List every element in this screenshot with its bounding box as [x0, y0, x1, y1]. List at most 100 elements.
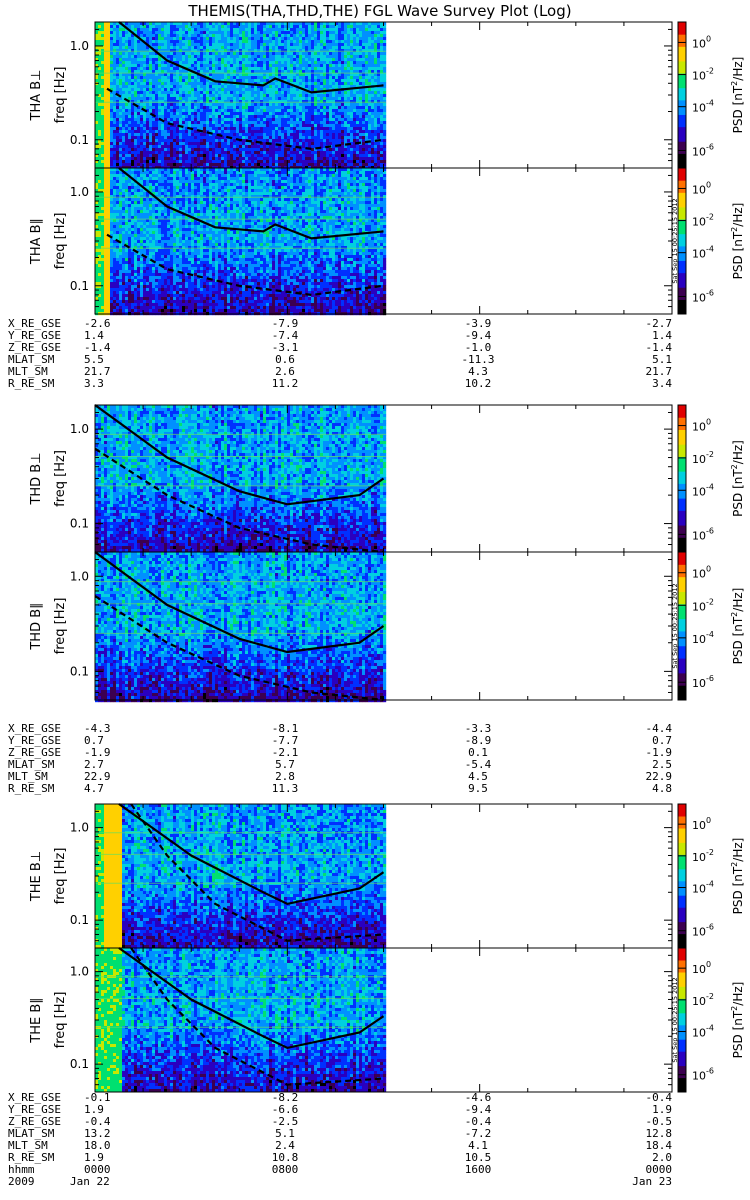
spectrogram-cell [200, 34, 204, 38]
spectrogram-cell [359, 37, 363, 41]
spectrogram-cell [326, 94, 330, 98]
spectrogram-cell [149, 52, 153, 56]
spectrogram-cell [182, 31, 186, 35]
spectrogram-cell [215, 82, 219, 86]
spectrogram-cell [140, 157, 144, 161]
spectrogram-cell [332, 130, 336, 134]
colorbar-swatch [678, 97, 686, 101]
spectrogram-cell [101, 106, 105, 110]
spectrogram-cell [245, 106, 249, 110]
spectrogram-cell [227, 154, 231, 158]
spectrogram-cell [245, 136, 249, 140]
spectrogram-cell [224, 70, 228, 74]
spectrogram-cell [305, 37, 309, 41]
spectrogram-cell [347, 160, 351, 164]
spectrogram-cell [275, 85, 279, 89]
spectrogram-cell [266, 112, 270, 116]
spectrogram-cell [95, 198, 99, 202]
spectrogram-cell [101, 94, 105, 98]
spectrogram-cell [326, 52, 330, 56]
spectrogram-cell [278, 22, 282, 26]
spectrogram-cell [380, 94, 384, 98]
spectrogram-cell [254, 79, 258, 83]
spectrogram-cell [272, 133, 276, 137]
spectrogram-cell [170, 133, 174, 137]
spectrogram-cell [356, 91, 360, 95]
spectrogram-cell [263, 103, 267, 107]
spectrogram-cell [353, 103, 357, 107]
spectrogram-cell [314, 160, 318, 164]
spectrogram-cell [173, 34, 177, 38]
spectrogram-cell [197, 100, 201, 104]
spectrogram-cell [338, 58, 342, 62]
spectrogram-cell [227, 67, 231, 71]
spectrogram-cell [269, 127, 273, 131]
spectrogram-cell [263, 148, 267, 152]
spectrogram-cell [365, 49, 369, 53]
spectrogram-cell [290, 70, 294, 74]
spectrogram-cell [215, 130, 219, 134]
spectrogram-cell [152, 154, 156, 158]
spectrogram-cell [140, 49, 144, 53]
spectrogram-cell [218, 82, 222, 86]
spectrogram-cell [221, 109, 225, 113]
spectrogram-cell [239, 97, 243, 101]
spectrogram-cell [233, 37, 237, 41]
spectrogram-cell [380, 154, 384, 158]
spectrogram-cell [305, 124, 309, 128]
spectrogram-cell [206, 46, 210, 50]
spectrogram-cell [335, 28, 339, 32]
spectrogram-cell [176, 52, 180, 56]
spectrogram-cell [236, 94, 240, 98]
spectrogram-cell [164, 118, 168, 122]
spectrogram-cell [164, 82, 168, 86]
spectrogram-cell [272, 160, 276, 164]
spectrogram-cell [227, 28, 231, 32]
spectrogram-cell [155, 100, 159, 104]
spectrogram-cell [269, 88, 273, 92]
spectrogram-cell [170, 145, 174, 149]
spectrogram-cell [320, 28, 324, 32]
spectrogram-cell [107, 34, 111, 38]
spectrogram-cell [143, 43, 147, 47]
spectrogram-cell [113, 133, 117, 137]
gyro-dashed-line [106, 87, 384, 151]
spectrogram-cell [233, 124, 237, 128]
spectrogram-cell [104, 73, 108, 77]
spectrogram-cell [212, 157, 216, 161]
spectrogram-cell [302, 136, 306, 140]
spectrogram-cell [134, 145, 138, 149]
spectrogram-cell [209, 28, 213, 32]
spectrogram-cell [116, 46, 120, 50]
spectrogram-cell [233, 40, 237, 44]
spectrogram-cell [215, 103, 219, 107]
spectrogram-cell [269, 37, 273, 41]
spectrogram-cell [245, 76, 249, 80]
spectrogram-cell [353, 55, 357, 59]
spectrogram-cell [254, 28, 258, 32]
spectrogram-cell [161, 145, 165, 149]
spectrogram-cell [341, 145, 345, 149]
spectrogram-cell [158, 49, 162, 53]
spectrogram-cell [320, 46, 324, 50]
spectrogram-cell [248, 25, 252, 29]
spectrogram-cell [140, 142, 144, 146]
spectrogram-cell [335, 91, 339, 95]
spectrogram-cell [380, 115, 384, 119]
spectrogram-cell [161, 115, 165, 119]
spectrogram-cell [383, 124, 387, 128]
spectrogram-cell [332, 79, 336, 83]
spectrogram-cell [368, 67, 372, 71]
spectrogram-cell [128, 70, 132, 74]
spectrogram-cell [140, 64, 144, 68]
spectrogram-cell [233, 160, 237, 164]
spectrogram-cell [317, 133, 321, 137]
spectrogram-cell [179, 31, 183, 35]
spectrogram-cell [299, 157, 303, 161]
spectrogram-cell [248, 130, 252, 134]
spectrogram-cell [185, 103, 189, 107]
spectrogram-cell [116, 130, 120, 134]
spectrogram-cell [236, 124, 240, 128]
spectrogram-cell [344, 79, 348, 83]
spectrogram-cell [101, 55, 105, 59]
